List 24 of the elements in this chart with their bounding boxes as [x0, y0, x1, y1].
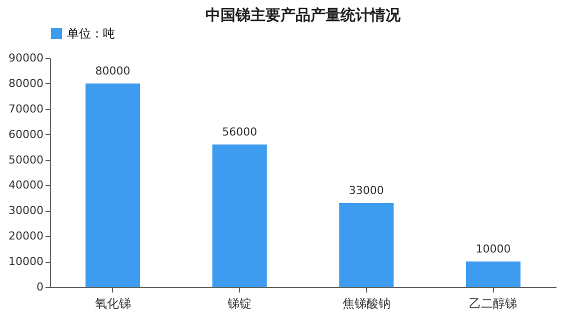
y-tick-label: 10000: [8, 255, 44, 268]
y-tick-label: 40000: [8, 178, 44, 192]
y-tick-label: 80000: [8, 76, 44, 90]
y-tick-label: 60000: [8, 128, 44, 141]
y-tick-label: 20000: [8, 230, 44, 243]
data-label: 56000: [222, 126, 258, 139]
bar: [86, 83, 140, 287]
chart-title: 中国锑主要产品产量统计情况: [206, 6, 402, 24]
data-label: 33000: [348, 184, 384, 198]
y-tick-label: 30000: [8, 204, 44, 218]
y-tick-label: 90000: [8, 52, 44, 64]
legend-label: 单位：吨: [67, 26, 115, 40]
bar: [212, 144, 267, 287]
bar: [339, 203, 394, 287]
data-label: 80000: [95, 64, 130, 78]
bar: [466, 262, 520, 287]
y-tick-label: 70000: [8, 102, 44, 116]
data-label: 10000: [476, 242, 511, 256]
y-tick-label: 50000: [8, 153, 44, 166]
x-tick-label: 乙二醇锑: [469, 296, 518, 310]
x-tick-label: 锑锭: [226, 296, 252, 310]
y-tick-label: 0: [36, 280, 44, 294]
x-tick-label: 氧化锑: [94, 296, 131, 310]
x-tick-label: 焦锑酸钠: [342, 296, 390, 310]
